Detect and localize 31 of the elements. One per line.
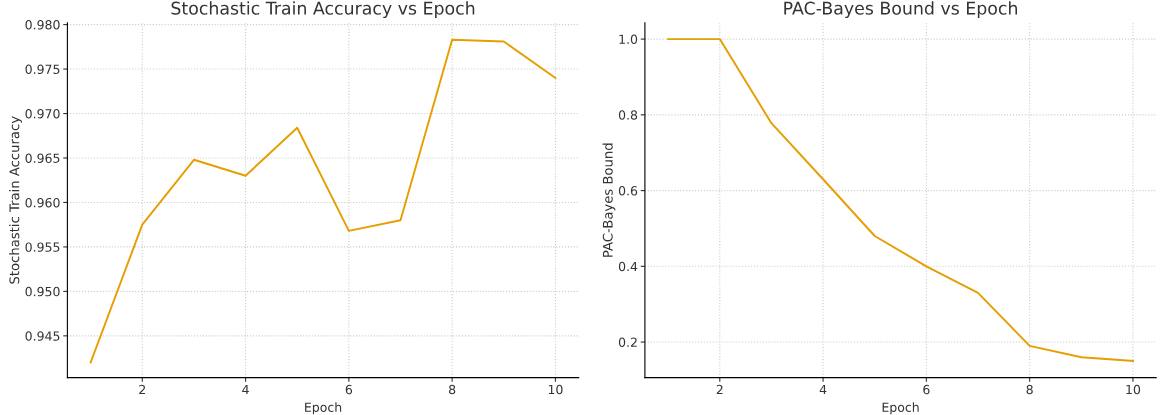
x-tick-label: 4 [242, 384, 249, 395]
y-tick-label: 0.980 [25, 20, 60, 30]
x-tick-label: 10 [548, 384, 563, 395]
y-tick-label: 0.955 [25, 242, 60, 252]
x-tick-label: 8 [449, 384, 456, 395]
y-tick-label: 0.950 [25, 286, 60, 297]
y-tick-label: 0.965 [25, 153, 60, 163]
x-tick-label: 6 [923, 384, 930, 395]
y-tick-label: 0.8 [618, 110, 638, 120]
y-axis-title: PAC-Bayes Bound [602, 143, 616, 257]
x-tick-label: 8 [1026, 384, 1033, 395]
x-axis-title: Epoch [882, 402, 919, 415]
y-tick-label: 0.945 [25, 331, 60, 341]
x-tick-label: 2 [139, 384, 146, 395]
y-tick-label: 0.960 [25, 197, 60, 208]
line-series [667, 38, 1134, 362]
y-tick-label: 0.4 [618, 261, 638, 272]
x-tick-label: 10 [1126, 384, 1141, 395]
chart-title: Stochastic Train Accuracy vs Epoch [171, 1, 475, 19]
chart-title: PAC-Bayes Bound vs Epoch [784, 1, 1017, 19]
x-tick-label: 6 [345, 384, 353, 395]
y-tick-label: 0.975 [25, 64, 60, 74]
x-tick-label: 2 [716, 384, 723, 395]
y-axis-title: Stochastic Train Accuracy [9, 116, 22, 284]
x-axis-title: Epoch [305, 402, 342, 415]
x-tick-label: 4 [819, 384, 827, 395]
y-tick-label: 0.2 [618, 337, 637, 347]
y-tick-label: 1.0 [619, 34, 638, 45]
y-tick-label: 0.970 [25, 109, 60, 119]
line-series [89, 38, 557, 364]
y-tick-label: 0.6 [618, 186, 638, 196]
